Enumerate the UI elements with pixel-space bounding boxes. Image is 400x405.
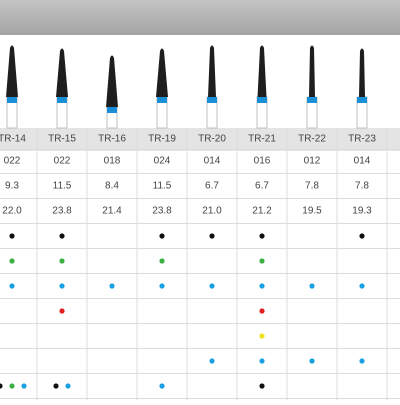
indicator-dot xyxy=(159,283,165,289)
bur-band xyxy=(7,97,17,103)
bur-band xyxy=(157,97,167,103)
indicator-dot xyxy=(259,283,265,289)
cell-text: 012 xyxy=(304,156,321,167)
cell-text: 22.0 xyxy=(2,206,22,217)
indicator-dot xyxy=(259,383,265,389)
column-code: TR-15 xyxy=(48,134,76,145)
top-bar xyxy=(0,0,400,35)
indicator-dot xyxy=(259,358,265,364)
column-code: TR-21 xyxy=(248,134,276,145)
cell-text: 23.8 xyxy=(152,206,172,217)
cell-text: 19.3 xyxy=(352,206,372,217)
cell-text: 016 xyxy=(254,156,271,167)
indicator-dot xyxy=(59,233,65,239)
cell-text: 022 xyxy=(4,156,21,167)
cell-text: 11.5 xyxy=(153,181,172,192)
indicator-dot xyxy=(53,383,59,389)
column-code: TR-14 xyxy=(0,134,26,145)
indicator-dot xyxy=(209,358,215,364)
indicator-dot xyxy=(159,233,165,239)
cell-text: 018 xyxy=(104,156,121,167)
column-code: TR-19 xyxy=(148,134,176,145)
column-code: TR-16 xyxy=(98,134,126,145)
cell-text: 11.5 xyxy=(53,181,72,192)
cell-text: 6.7 xyxy=(205,181,219,192)
bur-head xyxy=(6,45,18,97)
bur-head xyxy=(257,45,267,97)
indicator-dot xyxy=(21,383,27,389)
indicator-dot xyxy=(9,258,15,264)
bur-head xyxy=(156,48,168,97)
indicator-dot xyxy=(59,308,65,314)
bur-band xyxy=(257,97,267,103)
column-code: TR-22 xyxy=(298,134,326,145)
bur-head xyxy=(309,45,315,97)
indicator-dot xyxy=(59,283,65,289)
bur-head xyxy=(106,55,118,107)
cell-text: 21.4 xyxy=(102,206,122,217)
indicator-dot xyxy=(259,308,265,314)
indicator-dot xyxy=(359,283,365,289)
bur-head xyxy=(208,45,216,97)
indicator-dot xyxy=(259,258,265,264)
cell-text: 21.0 xyxy=(202,206,222,217)
indicator-dot xyxy=(0,383,3,389)
cell-text: 21.2 xyxy=(252,206,272,217)
indicator-dot xyxy=(309,283,315,289)
indicator-dot xyxy=(9,283,15,289)
cell-text: 6.7 xyxy=(255,181,269,192)
bur-head xyxy=(359,48,365,97)
indicator-dot xyxy=(309,358,315,364)
indicator-dot xyxy=(209,233,215,239)
cell-text: 014 xyxy=(204,156,221,167)
column-code: TR-20 xyxy=(198,134,226,145)
bur-band xyxy=(357,97,367,103)
cell-text: 024 xyxy=(154,156,171,167)
indicator-dot xyxy=(9,383,15,389)
column-code: TR-23 xyxy=(348,134,376,145)
bur-band xyxy=(57,97,67,103)
indicator-dot xyxy=(109,283,115,289)
indicator-dot xyxy=(209,283,215,289)
header-row xyxy=(0,128,400,150)
cell-text: 7.8 xyxy=(355,181,369,192)
indicator-dot xyxy=(65,383,71,389)
cell-text: 8.4 xyxy=(105,181,119,192)
cell-text: 014 xyxy=(354,156,371,167)
bur-band xyxy=(207,97,217,103)
bur-band xyxy=(107,107,117,113)
bur-band xyxy=(307,97,317,103)
indicator-dot xyxy=(259,333,265,339)
cell-text: 9.3 xyxy=(5,181,19,192)
indicator-dot xyxy=(9,233,15,239)
indicator-dot xyxy=(159,258,165,264)
indicator-dot xyxy=(159,383,165,389)
indicator-dot xyxy=(359,233,365,239)
bur-head xyxy=(56,48,68,97)
cell-text: 022 xyxy=(54,156,71,167)
cell-text: 23.8 xyxy=(52,206,72,217)
cell-text: 7.8 xyxy=(305,181,319,192)
indicator-dot xyxy=(259,233,265,239)
indicator-dot xyxy=(59,258,65,264)
cell-text: 19.5 xyxy=(302,206,322,217)
indicator-dot xyxy=(359,358,365,364)
